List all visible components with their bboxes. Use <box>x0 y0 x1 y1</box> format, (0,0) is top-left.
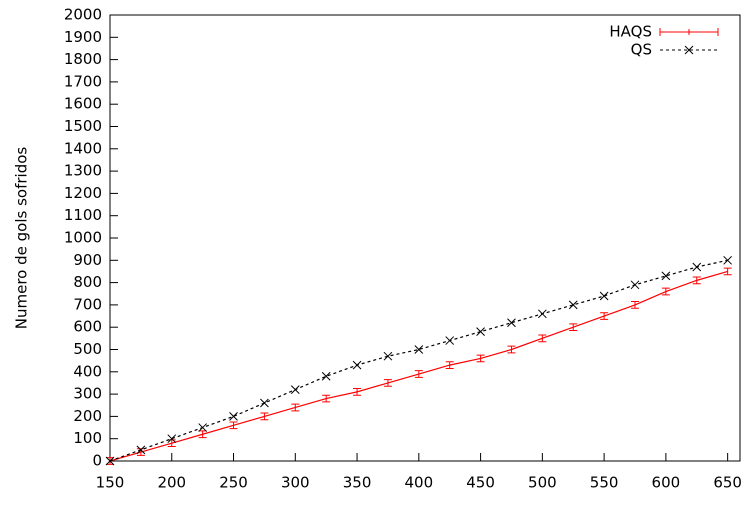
y-axis-label: Numero de gols sofridos <box>13 147 31 330</box>
y-tick-label: 300 <box>73 385 102 403</box>
x-tick-label: 400 <box>405 474 434 492</box>
x-marker <box>414 345 424 354</box>
y-tick-label: 1500 <box>64 117 102 135</box>
error-bar <box>692 276 701 285</box>
x-tick-label: 550 <box>590 474 619 492</box>
error-bar <box>229 421 238 430</box>
x-tick-label: 500 <box>528 474 557 492</box>
error-bar <box>322 394 331 403</box>
x-marker <box>198 423 208 432</box>
legend-marker <box>659 28 719 36</box>
x-tick-label: 350 <box>343 474 372 492</box>
x-tick-label: 150 <box>96 474 125 492</box>
x-marker <box>723 255 733 265</box>
y-tick-label: 400 <box>73 362 102 380</box>
x-tick-label: 300 <box>281 474 310 492</box>
y-tick-label: 1000 <box>64 229 102 247</box>
error-bar <box>600 312 609 320</box>
y-tick-label: 1300 <box>64 162 102 180</box>
error-bar <box>538 334 547 343</box>
x-marker <box>383 351 393 361</box>
error-bar <box>353 388 362 396</box>
x-marker <box>630 280 640 290</box>
y-tick-label: 800 <box>73 273 102 291</box>
x-tick-label: 600 <box>652 474 681 492</box>
y-tick-label: 1800 <box>64 50 102 68</box>
x-marker <box>321 371 331 381</box>
error-bar <box>723 267 732 276</box>
y-tick-label: 1900 <box>64 28 102 46</box>
error-bar <box>260 412 269 421</box>
x-tick-label: 250 <box>219 474 248 492</box>
x-marker <box>290 385 300 394</box>
error-bar <box>383 379 392 387</box>
y-tick-label: 1600 <box>64 95 102 113</box>
x-marker <box>260 398 269 408</box>
y-tick-label: 900 <box>73 251 102 269</box>
error-bar <box>661 287 670 296</box>
x-marker <box>167 434 177 444</box>
x-marker <box>229 412 238 421</box>
legend-label: HAQS <box>609 23 652 41</box>
error-bar <box>291 403 300 412</box>
x-marker <box>507 318 516 328</box>
series-line <box>109 259 728 462</box>
legend-label: QS <box>631 41 652 59</box>
x-marker <box>445 336 455 345</box>
x-marker <box>537 309 547 319</box>
x-marker <box>692 262 702 272</box>
x-marker <box>136 445 146 455</box>
y-tick-label: 200 <box>73 407 102 425</box>
y-tick-label: 1200 <box>64 184 102 202</box>
error-bar <box>569 323 578 332</box>
x-tick-label: 200 <box>157 474 186 492</box>
y-tick-label: 0 <box>92 452 102 470</box>
legend-marker <box>684 45 694 55</box>
x-marker <box>352 360 362 370</box>
error-bar <box>414 370 423 378</box>
x-marker <box>599 291 609 301</box>
error-bar <box>445 361 454 369</box>
x-tick-label: 650 <box>713 474 742 492</box>
error-bar <box>631 301 639 309</box>
y-tick-label: 500 <box>73 340 102 358</box>
y-tick-label: 1700 <box>64 72 102 90</box>
y-tick-label: 700 <box>73 295 102 313</box>
error-bar <box>476 354 485 363</box>
y-tick-label: 2000 <box>64 6 102 24</box>
y-tick-label: 1100 <box>64 206 102 224</box>
y-tick-label: 600 <box>73 318 102 336</box>
x-marker <box>105 456 115 466</box>
y-tick-label: 1400 <box>64 139 102 157</box>
y-tick-label: 100 <box>73 429 102 447</box>
x-marker <box>568 300 578 310</box>
x-marker <box>476 327 485 337</box>
x-tick-label: 450 <box>466 474 495 492</box>
error-bar <box>507 345 516 354</box>
x-marker <box>661 271 671 281</box>
